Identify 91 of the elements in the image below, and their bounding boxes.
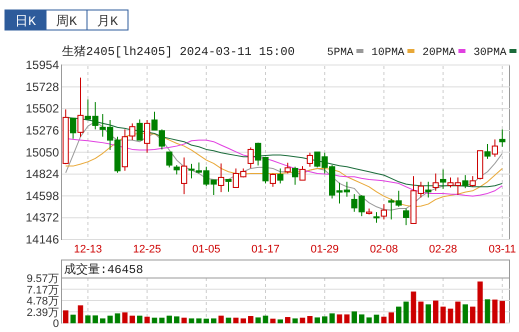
bar	[114, 313, 120, 324]
x-tick-label: 12-13	[74, 244, 102, 256]
y-tick-label: 14824	[26, 167, 60, 182]
x-tick-label: 12-25	[133, 244, 162, 256]
bar	[344, 314, 350, 324]
y-tick-label: 14372	[26, 210, 60, 225]
bar	[255, 317, 261, 324]
bar	[374, 314, 380, 324]
y-tick-label: 4.78万	[26, 296, 59, 308]
bar	[329, 313, 335, 324]
y-tick-label: 14598	[26, 188, 60, 203]
x-tick-label: 01-17	[251, 244, 280, 256]
bar	[381, 316, 387, 324]
legend-label: 30PMA	[473, 47, 507, 59]
bar	[211, 318, 216, 324]
bar	[322, 316, 328, 324]
y-tick-label: 15502	[26, 102, 60, 116]
text: 月K	[97, 14, 118, 29]
bar	[433, 300, 438, 324]
chart-title: 成交量:46458	[64, 262, 144, 277]
legend-label: 5PMA	[327, 47, 354, 59]
bar	[92, 315, 98, 324]
bar	[130, 316, 135, 324]
bar	[285, 317, 290, 324]
bar	[233, 318, 239, 324]
x-tick-label: 02-08	[370, 244, 398, 256]
bar	[314, 317, 320, 324]
y-tick-label: 14146	[26, 232, 60, 246]
bar	[270, 318, 276, 324]
y-tick-label: 15954	[26, 58, 60, 72]
bar	[492, 300, 498, 324]
y-tick-label: 9.57万	[26, 273, 59, 285]
legend-label: 20PMA	[422, 47, 456, 59]
bar	[448, 308, 454, 324]
bar	[262, 316, 268, 324]
bar	[196, 318, 202, 324]
bar	[181, 318, 187, 324]
bar	[336, 314, 342, 324]
bar	[366, 317, 372, 324]
bar	[188, 318, 194, 324]
bar	[359, 314, 364, 324]
bar	[100, 318, 106, 324]
bar	[403, 302, 409, 324]
y-tick-label: 15728	[26, 80, 60, 94]
bar	[470, 306, 476, 324]
bar	[159, 318, 165, 324]
bar	[144, 316, 150, 324]
y-tick-label: 15276	[26, 123, 60, 138]
bar	[278, 319, 283, 324]
bar	[418, 302, 424, 324]
text: 周K	[56, 14, 78, 29]
bar	[500, 300, 505, 324]
y-tick-label: 0	[52, 318, 59, 330]
bar	[396, 306, 402, 324]
chart-title: 生猪2405[lh2405] 2024-03-11 15:00	[62, 45, 295, 59]
bar	[152, 318, 158, 324]
bar	[240, 318, 246, 324]
bar	[388, 312, 394, 324]
bar	[300, 318, 306, 324]
x-tick-label: 01-05	[192, 244, 220, 256]
bar	[63, 310, 68, 324]
bar	[107, 316, 113, 324]
text: 日K	[15, 14, 36, 29]
bar	[204, 318, 209, 324]
bar	[122, 312, 128, 324]
bar	[248, 316, 254, 324]
x-tick-label: 01-29	[310, 244, 339, 256]
bar	[462, 304, 468, 324]
legend-label: 10PMA	[371, 47, 405, 59]
x-tick-label: 03-11	[488, 244, 516, 256]
bar	[455, 302, 461, 324]
bar	[174, 316, 180, 324]
bar	[484, 299, 490, 324]
bar	[440, 306, 446, 324]
bar	[426, 304, 431, 324]
bar	[226, 318, 232, 324]
bar	[137, 316, 142, 324]
y-tick-label: 2.39万	[26, 306, 59, 319]
bar	[307, 316, 313, 324]
bar	[292, 318, 298, 324]
y-tick-label: 15050	[26, 145, 60, 160]
bar	[218, 316, 224, 324]
bar	[70, 314, 76, 324]
bar	[166, 316, 172, 324]
y-tick-label: 7.17万	[26, 284, 59, 296]
bar	[352, 311, 357, 324]
bar	[85, 315, 91, 324]
x-tick-label: 02-28	[429, 244, 458, 256]
bar	[477, 282, 483, 324]
bar	[410, 292, 416, 324]
bar	[78, 305, 84, 324]
